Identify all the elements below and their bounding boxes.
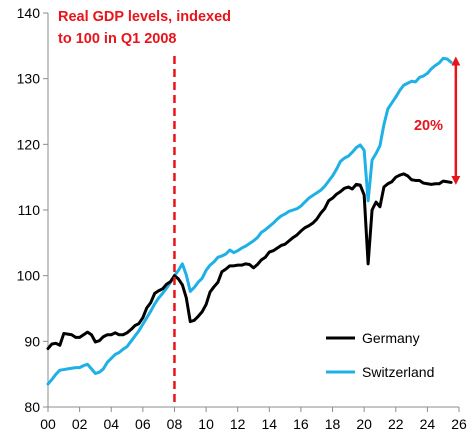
x-tick-label: 02 — [72, 416, 88, 432]
axes — [43, 12, 460, 412]
chart-title-line: Real GDP levels, indexed — [58, 9, 231, 25]
x-tick-label: 04 — [103, 416, 119, 432]
y-tick-label: 130 — [17, 71, 41, 87]
series-line-germany — [46, 172, 453, 351]
legend: Germany Switzerland — [326, 330, 434, 380]
chart-title-line: to 100 in Q1 2008 — [58, 31, 176, 47]
x-tick-label: 12 — [230, 416, 246, 432]
chart-title: Real GDP levels, indexed to 100 in Q1 200… — [58, 9, 231, 47]
y-tick-label: 80 — [24, 399, 40, 415]
y-tick-label: 110 — [18, 202, 41, 218]
x-tick-label: 06 — [135, 416, 151, 432]
series-layer — [46, 56, 453, 386]
y-tick-label: 140 — [17, 5, 41, 21]
x-tick-label: 20 — [356, 416, 372, 432]
y-tick-label: 90 — [24, 333, 40, 349]
x-tick-label: 16 — [293, 416, 309, 432]
legend-label-germany: Germany — [362, 330, 420, 346]
x-tick-label: 18 — [325, 416, 341, 432]
x-tick-label: 22 — [388, 416, 404, 432]
y-tick-label: 100 — [17, 268, 41, 284]
series-line-switzerland — [46, 56, 453, 386]
x-tick-label: 10 — [198, 416, 214, 432]
x-tick-label: 26 — [451, 416, 467, 432]
x-tick-label: 00 — [40, 416, 56, 432]
annotation-layer: 20% — [414, 56, 461, 185]
x-tick-label: 14 — [262, 416, 278, 432]
y-tick-label: 120 — [17, 136, 41, 152]
legend-label-switzerland: Switzerland — [362, 364, 434, 380]
tick-labels: 80 90 100 110 120 130 140 00 02 04 06 08 10 12 14 16 18 2… — [17, 5, 467, 432]
x-tick-label: 08 — [167, 416, 183, 432]
gap-annotation-label: 20% — [414, 118, 443, 134]
x-tick-label: 24 — [420, 416, 436, 432]
